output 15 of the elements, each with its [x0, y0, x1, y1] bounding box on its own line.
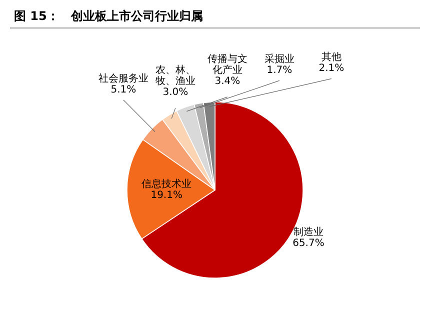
slice-label: 社会服务业 — [98, 72, 148, 84]
slice-label: 制造业 — [293, 226, 324, 238]
slice-label: 农、林、牧、渔业 — [155, 64, 196, 87]
data-label: 19.1% — [150, 190, 182, 201]
data-label: 3.0% — [162, 86, 188, 98]
data-label: 65.7% — [292, 238, 324, 250]
slice-label: 传播与文化产业 — [207, 52, 248, 76]
slice-label: 采掘业 — [264, 53, 294, 66]
data-label: 1.7% — [266, 65, 292, 76]
data-label: 5.1% — [110, 84, 136, 96]
slice-label: 信息技术业 — [142, 178, 192, 190]
data-label: 3.4% — [214, 76, 240, 87]
slice-label: 其他 — [321, 51, 342, 64]
data-label: 2.1% — [318, 63, 344, 74]
chart-title: 图 15： 创业板上市公司行业归属 — [14, 9, 203, 23]
